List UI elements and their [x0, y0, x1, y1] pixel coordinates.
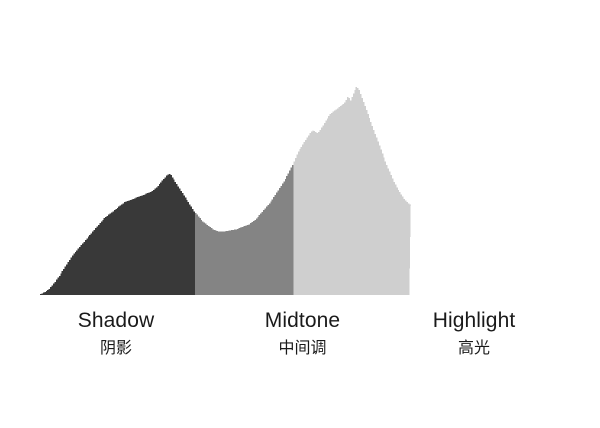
histogram-zone-midtone	[194, 161, 295, 295]
legend-group-midtone: Midtone 中间调	[232, 308, 373, 359]
zone-legend: Shadow 阴影 Midtone 中间调 Highlight 高光	[0, 308, 600, 359]
legend-midtone-label-en: Midtone	[264, 309, 341, 332]
legend-shadow-label-en: Shadow	[77, 309, 155, 332]
legend-group-highlight: Highlight 高光	[373, 308, 575, 359]
histogram-zone-highlight	[293, 86, 411, 295]
histogram-zones	[40, 86, 411, 295]
legend-highlight-label-zh: 高光	[457, 338, 490, 357]
legend-highlight-label-en: Highlight	[432, 309, 516, 332]
histogram-zone-shadow	[40, 173, 197, 295]
legend-shadow-label-zh: 阴影	[99, 338, 132, 357]
legend-group-shadow: Shadow 阴影	[0, 308, 232, 359]
legend-midtone-label-zh: 中间调	[278, 338, 327, 357]
